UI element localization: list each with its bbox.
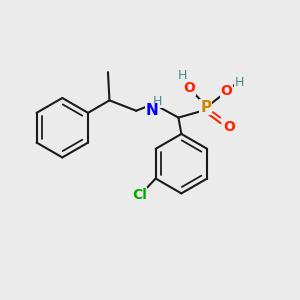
Text: O: O (224, 120, 236, 134)
Text: H: H (234, 76, 244, 89)
Text: O: O (184, 81, 195, 95)
Text: H: H (153, 95, 162, 108)
Text: Cl: Cl (132, 188, 147, 202)
Text: H: H (177, 69, 187, 82)
Text: N: N (146, 103, 159, 118)
Text: P: P (200, 100, 211, 115)
Text: O: O (220, 84, 232, 98)
